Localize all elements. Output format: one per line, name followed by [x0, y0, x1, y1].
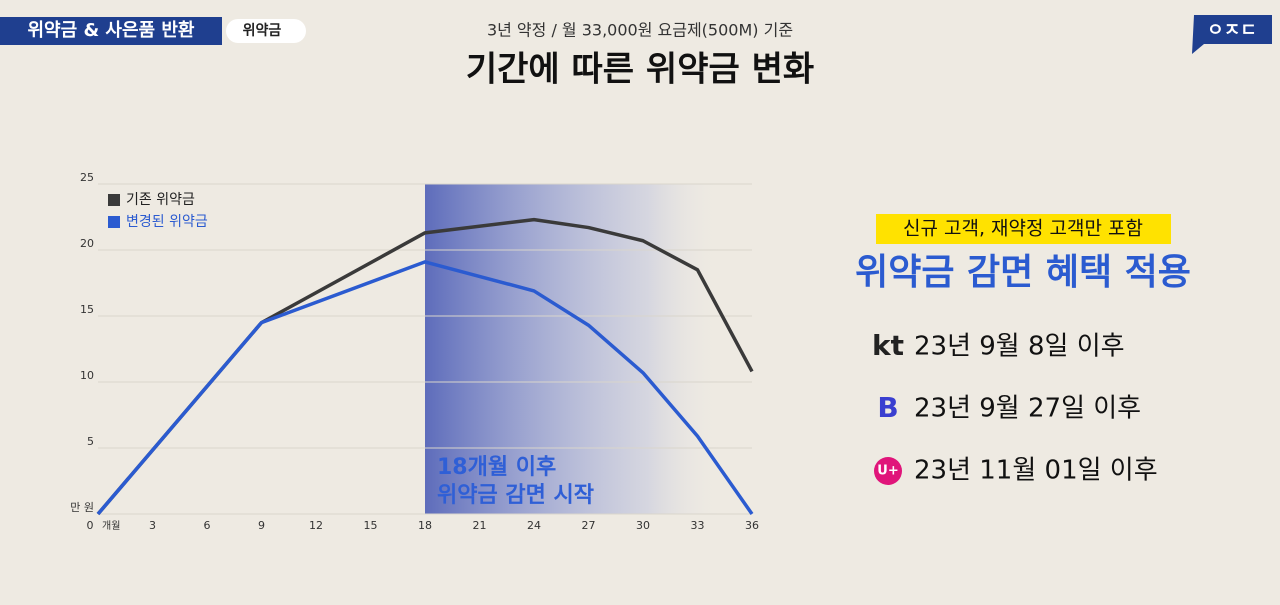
legend-swatch — [108, 216, 120, 228]
highlight-band — [425, 184, 722, 514]
badge: 위약금 & 사은품 반환 — [28, 19, 195, 41]
y-tick-label: 15 — [80, 303, 94, 316]
title: 기간에 따른 위약금 변화 — [466, 50, 814, 90]
legend-label: 변경된 위약금 — [126, 214, 208, 230]
carrier-date: 23년 9월 27일 이후 — [914, 394, 1141, 424]
x-tick-label: 15 — [364, 519, 378, 532]
x-tick-label: 6 — [204, 519, 211, 532]
subtitle: 3년 약정 / 월 33,000원 요금제(500M) 기준 — [487, 21, 793, 40]
x-tick-label: 9 — [258, 519, 265, 532]
x-tick-label: 12 — [309, 519, 323, 532]
badge-box — [0, 17, 222, 45]
logo: ㅇㅈㄷ — [1207, 20, 1257, 41]
series-line — [96, 260, 754, 516]
y-tick-label: 20 — [80, 237, 94, 250]
tag: 위약금 — [243, 22, 282, 39]
y-tick-label: 10 — [80, 369, 94, 382]
x-tick-label: 0 — [87, 519, 94, 532]
tag-box — [226, 19, 306, 43]
y-tick-label: 만 원 — [70, 501, 94, 514]
carrier-date: 23년 11월 01일 이후 — [914, 456, 1158, 486]
logo-box — [1192, 15, 1272, 54]
x-tick-label: 27 — [582, 519, 596, 532]
carrier-logo-badge — [874, 457, 902, 485]
carrier-date: 23년 9월 8일 이후 — [914, 332, 1125, 362]
headline: 위약금 감면 혜택 적용 — [855, 252, 1191, 293]
carrier-logo: kt — [872, 329, 904, 362]
note: 신규 고객, 재약정 고객만 포함 — [903, 218, 1143, 240]
legend-label: 기존 위약금 — [126, 192, 195, 208]
legend-swatch — [108, 194, 120, 206]
x-tick-label: 30 — [636, 519, 650, 532]
carrier-logo: B — [877, 391, 898, 424]
series-line — [96, 217, 754, 516]
y-tick-label: 5 — [87, 435, 94, 448]
x-tick-label: 24 — [527, 519, 541, 532]
carrier-logo: U+ — [877, 464, 898, 479]
x-tick-label: 36 — [745, 519, 759, 532]
x-tick-label: 3 — [149, 519, 156, 532]
x-tick-label: 33 — [691, 519, 705, 532]
carrier-list: kt 23년 9월 8일 이후 B 23년 9월 27일 이후 U+ 23년 11월 01… — [872, 329, 1158, 486]
annotation: 18개월 이후 — [437, 455, 556, 480]
x-unit: 개월 — [102, 520, 120, 532]
note-highlight — [876, 214, 1171, 244]
annotation: 위약금 감면 시작 — [437, 483, 594, 508]
y-tick-label: 25 — [80, 171, 94, 184]
x-tick-label: 18 — [418, 519, 432, 532]
x-tick-label: 21 — [473, 519, 487, 532]
